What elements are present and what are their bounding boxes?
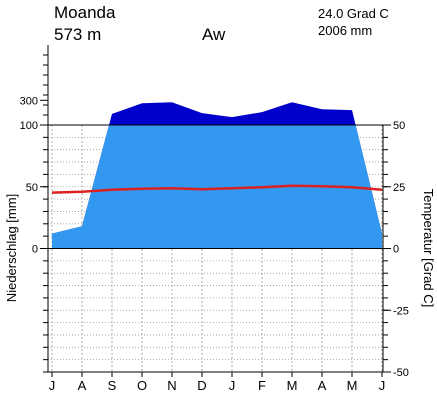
y2-tick-label: 25 [393,182,405,194]
y-tick-label: 0 [32,244,38,256]
x-tick-label: O [137,378,147,393]
x-tick-label: A [78,378,87,393]
x-tick-label: J [229,378,236,393]
x-tick-label: M [347,378,358,393]
x-tick-label: A [318,378,327,393]
climate-class: Aw [202,25,226,44]
station-name: Moanda [54,3,116,22]
x-tick-label: F [258,378,266,393]
x-tick-label: J [49,378,56,393]
y-tick-label: 50 [26,182,38,194]
precipitation-area [52,125,382,249]
x-tick-label: S [108,378,117,393]
x-tick-label: J [379,378,386,393]
x-tick-label: M [287,378,298,393]
annual-precipitation: 2006 mm [318,23,372,38]
y2-tick-label: -50 [393,367,409,379]
mean-temperature: 24.0 Grad C [318,6,389,21]
temperature-line [51,184,383,194]
y-tick-label: 300 [20,95,38,107]
x-tick-label: N [167,378,176,393]
elevation: 573 m [54,25,101,44]
y2-axis-label: Temperatur [Grad C] [421,189,436,308]
y-axis-label: Niederschlag [mm] [4,194,19,302]
y2-tick-label: 50 [393,120,405,132]
y2-tick-label: -25 [393,305,409,317]
x-tick-label: D [197,378,206,393]
y2-tick-label: 0 [393,244,399,256]
y-tick-label: 100 [20,120,38,132]
